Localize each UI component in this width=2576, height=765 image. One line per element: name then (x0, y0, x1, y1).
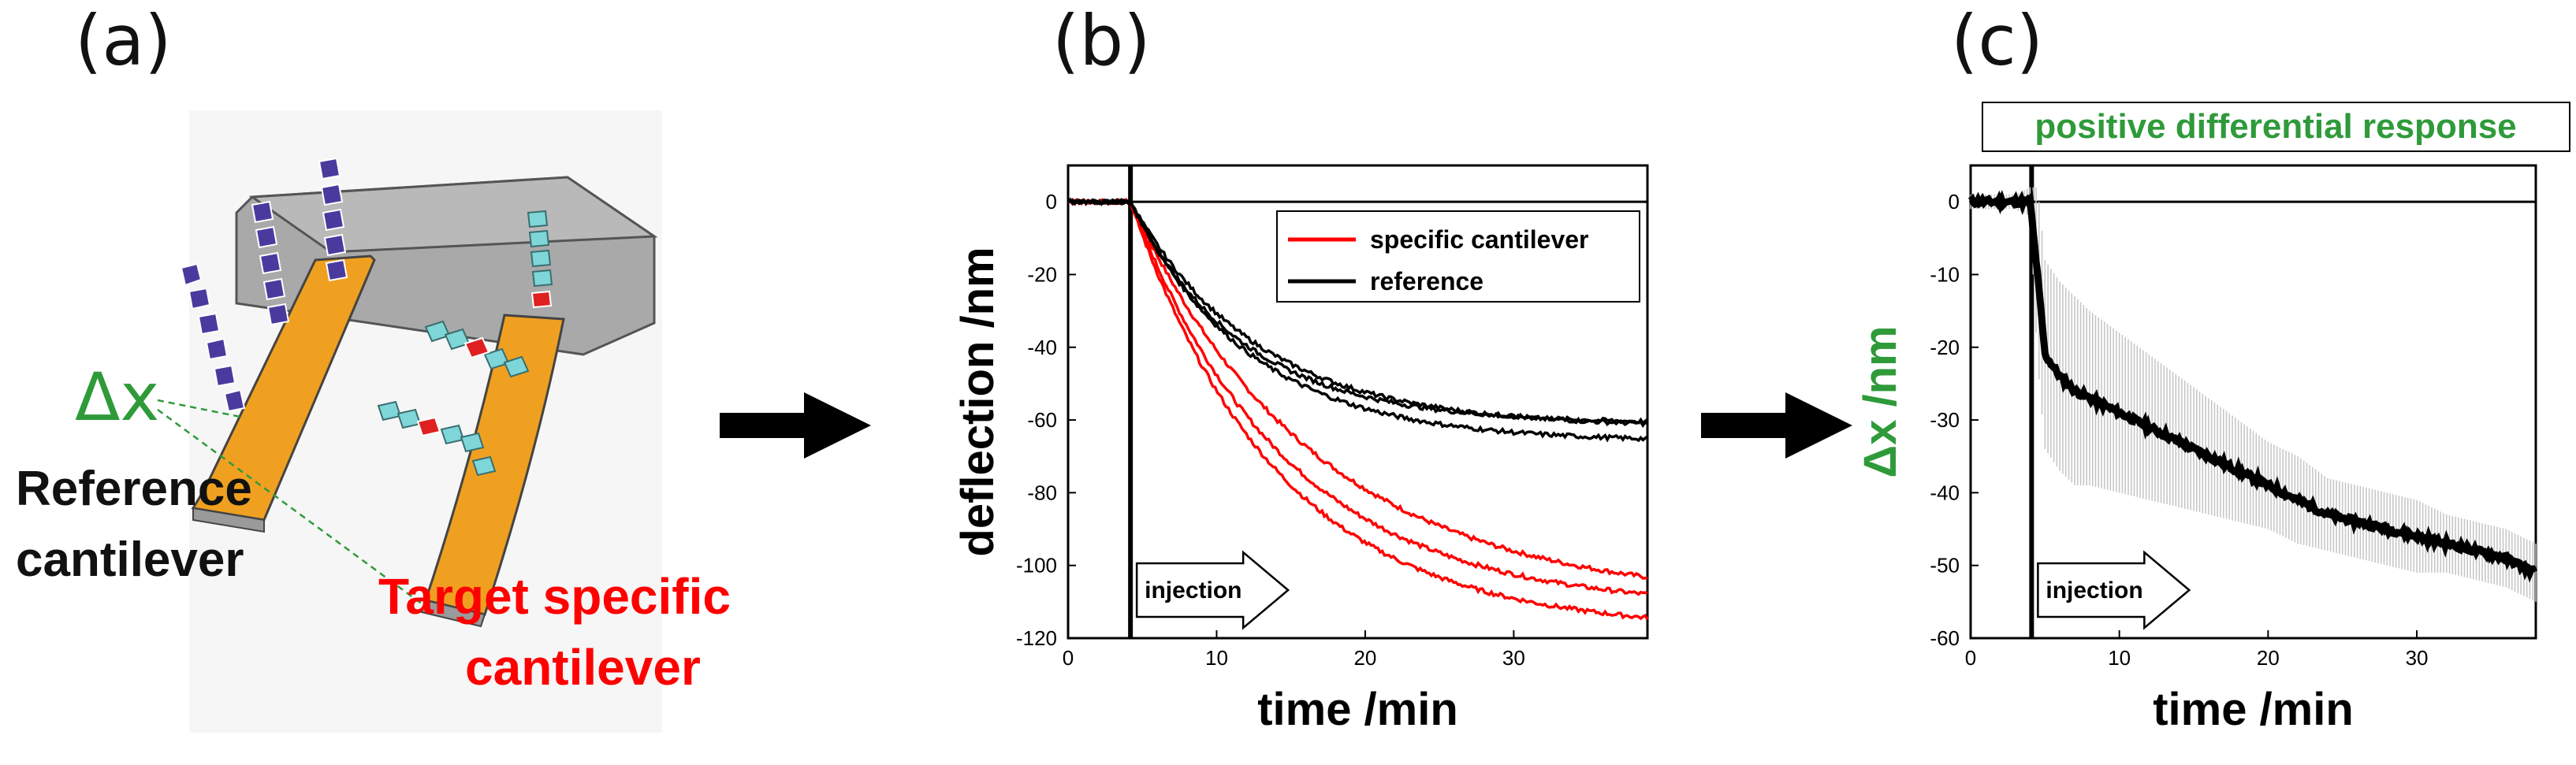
x-tick-label: 10 (2108, 646, 2131, 670)
plot-frame (1067, 164, 1649, 640)
y-tick-label: -60 (1930, 626, 1960, 650)
reference-cantilever-edge (192, 507, 265, 533)
target-cantilever-edge (420, 599, 486, 628)
x-tick-label: 20 (1353, 646, 1376, 670)
y-tick-label: -10 (1930, 262, 1960, 286)
plot-frame (1969, 164, 2537, 640)
reference-label-line1: Reference (16, 462, 252, 516)
legend-label: reference (1370, 267, 1483, 295)
y-tick-label: 0 (1046, 190, 1057, 214)
y-axis-title: deflection /nm (952, 247, 1003, 556)
panel-c-label: (c) (1951, 0, 2044, 81)
x-tick-label: 0 (1965, 646, 1976, 670)
reference-receptor-molecules (180, 157, 348, 413)
y-tick-label: -80 (1027, 481, 1057, 504)
target-label-line2: cantilever (465, 639, 701, 696)
panel-b-label: (b) (1052, 0, 1151, 81)
delta-x-symbol: Δx (75, 358, 160, 436)
y-tick-label: -120 (1016, 626, 1057, 650)
injection-label: injection (1145, 577, 1241, 603)
chart-c: 0 10 20 30 0 -10 -20 -30 -40 -50 -60 time /min Δx /n… (1855, 102, 2570, 735)
y-tick-label: -100 (1016, 554, 1057, 577)
y-tick-label: -40 (1930, 481, 1960, 504)
series-line-specific-0 (1067, 197, 1648, 581)
chip-block-top (248, 176, 658, 254)
x-tick-label: 30 (1502, 646, 1525, 670)
y-tick-label: -50 (1930, 554, 1960, 577)
injection-label: injection (2046, 577, 2142, 603)
y-tick-label: -20 (1027, 262, 1057, 286)
y-tick-label: -20 (1930, 336, 1960, 359)
legend-label: specific cantilever (1370, 225, 1588, 254)
x-tick-label: 10 (1205, 646, 1228, 670)
legend-box (1276, 210, 1640, 303)
x-axis-title: time /min (1257, 684, 1458, 735)
title-box (1982, 102, 2570, 152)
chart-b: 0 10 20 30 0 -20 -40 -60 -80 -100 -120 time /min def… (952, 164, 1649, 735)
arrow-b-to-c (1701, 392, 1852, 459)
cantilever-schematic (157, 110, 662, 733)
series-line-reference-5 (1067, 197, 1649, 443)
series-line-specific-1 (1067, 198, 1648, 596)
y-tick-label: -30 (1930, 408, 1960, 432)
bound-target-molecules (416, 290, 553, 437)
x-axis-title: time /min (2153, 684, 2354, 735)
reference-label-line2: cantilever (16, 533, 244, 587)
target-label-line1: Target specific (378, 568, 731, 625)
y-tick-label: -60 (1027, 408, 1057, 432)
x-tick-label: 0 (1063, 646, 1074, 670)
injection-arrow (2037, 550, 2191, 630)
delta-guide-lower (157, 408, 426, 608)
mean-differential-line (1967, 190, 2538, 583)
injection-arrow (1135, 550, 1290, 630)
arrow-a-to-b (720, 392, 871, 459)
y-axis-title: Δx /nm (1855, 325, 1906, 477)
y-tick-label: -40 (1027, 336, 1057, 359)
delta-guide-upper (157, 399, 245, 419)
series-line-reference-3 (1067, 198, 1649, 429)
x-tick-label: 30 (2406, 646, 2429, 670)
chart-title: positive differential response (2034, 107, 2516, 146)
y-tick-label: 0 (1949, 190, 1960, 214)
x-tick-label: 20 (2257, 646, 2280, 670)
series-line-specific-2 (1067, 198, 1649, 621)
panel-a-label: (a) (75, 0, 172, 81)
